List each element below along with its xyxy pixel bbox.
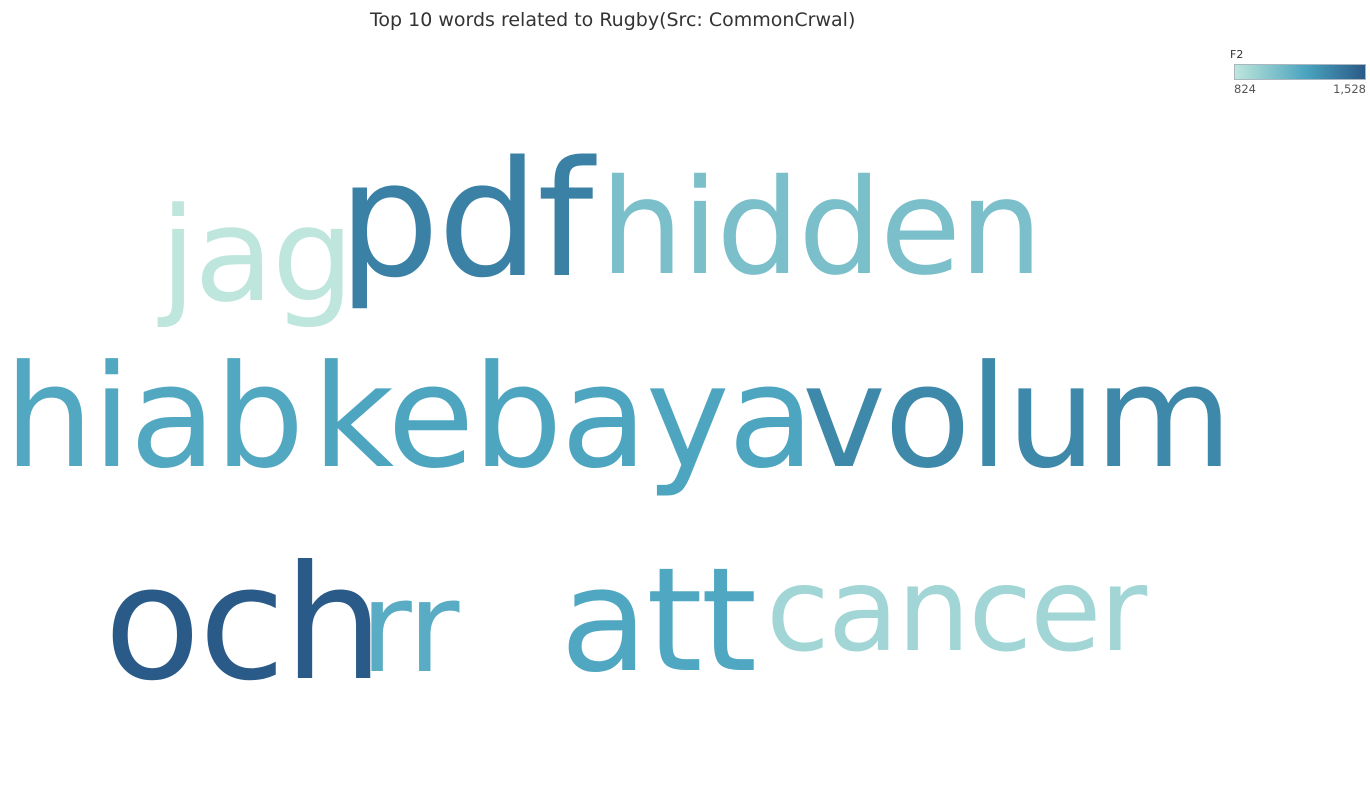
- word-volum[interactable]: volum: [802, 335, 1233, 500]
- word-hidden[interactable]: hidden: [600, 151, 1043, 305]
- word-och[interactable]: och: [104, 532, 384, 716]
- chart-title: Top 10 words related to Rugby(Src: Commo…: [370, 9, 856, 31]
- legend-gradient-bar: [1234, 64, 1366, 80]
- legend-title: F2: [1230, 48, 1244, 61]
- legend-max-label: 1,528: [1333, 82, 1366, 96]
- word-kebaya[interactable]: kebaya: [312, 335, 815, 500]
- color-legend: F2 824 1,528: [1230, 48, 1366, 98]
- word-att[interactable]: att: [560, 536, 757, 704]
- word-hiab[interactable]: hiab: [4, 335, 305, 500]
- word-jag[interactable]: jag: [160, 179, 354, 331]
- word-cancer[interactable]: cancer: [766, 543, 1147, 678]
- legend-min-label: 824: [1234, 82, 1256, 96]
- word-rr[interactable]: rr: [360, 554, 459, 701]
- word-pdf[interactable]: pdf: [338, 126, 593, 313]
